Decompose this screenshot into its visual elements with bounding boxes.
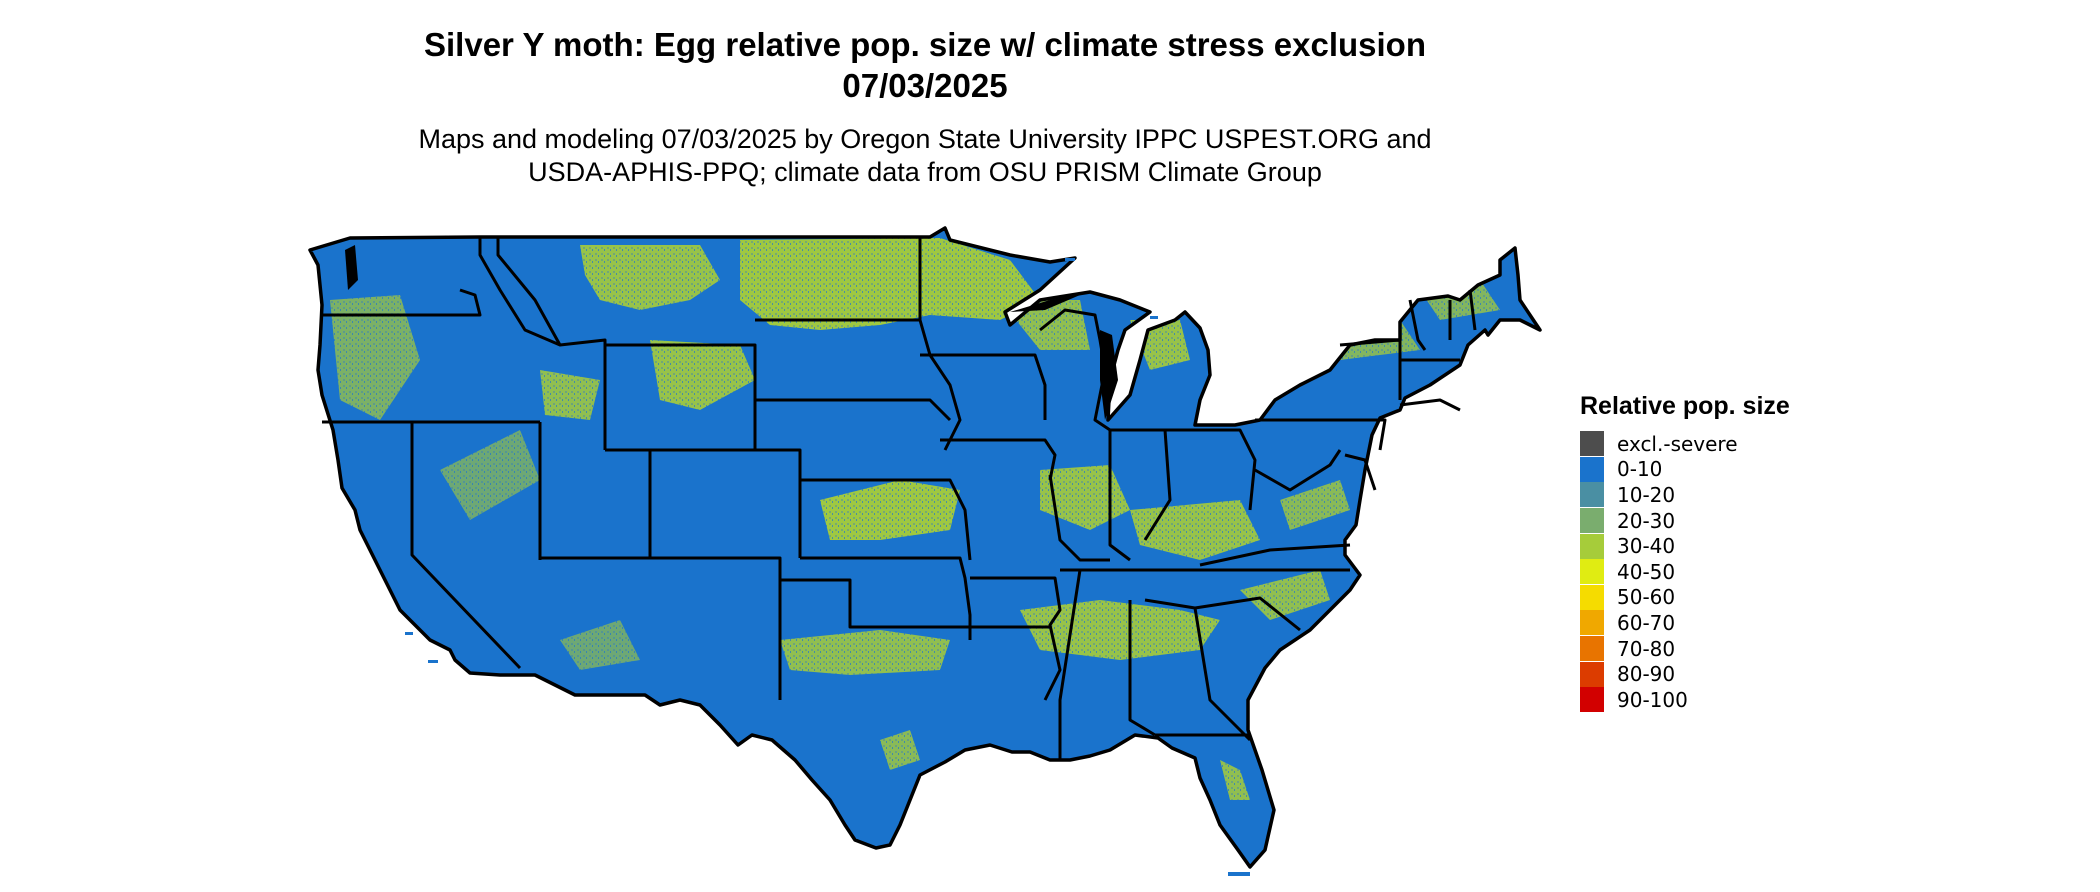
legend-title: Relative pop. size: [1580, 392, 1790, 420]
legend-swatch: [1580, 508, 1604, 534]
legend-item: 60-70: [1580, 610, 1790, 636]
great-lakes: [345, 245, 1118, 420]
legend-label: 60-70: [1617, 610, 1676, 635]
legend-items: excl.-severe 0-10 10-20 20-30 30-40 40-50 50-6…: [1580, 431, 1790, 713]
legend-item: 40-50: [1580, 559, 1790, 585]
legend-swatch: [1580, 533, 1604, 559]
legend-label: 40-50: [1617, 559, 1676, 584]
legend-item: 80-90: [1580, 661, 1790, 687]
legend-label: 10-20: [1617, 482, 1676, 507]
us-outline: [308, 226, 1542, 869]
legend-label: 30-40: [1617, 534, 1676, 559]
map-subtitle-line2: USDA-APHIS-PPQ; climate data from OSU PR…: [528, 157, 1322, 187]
legend-item: 50-60: [1580, 584, 1790, 611]
legend-item: 20-30: [1580, 508, 1790, 534]
legend-swatch: [1580, 610, 1604, 636]
legend-label: 70-80: [1617, 636, 1676, 661]
legend-label: 20-30: [1617, 508, 1676, 533]
map-fill-layer: [310, 228, 1540, 867]
legend-label: 50-60: [1617, 585, 1676, 610]
legend-swatch: [1580, 636, 1604, 662]
legend-swatch: [1580, 687, 1604, 713]
legend-item: 30-40: [1580, 533, 1790, 559]
legend-label: excl.-severe: [1617, 431, 1738, 456]
legend-label: 80-90: [1617, 662, 1676, 687]
legend-swatch: [1580, 584, 1604, 610]
legend-label: 0-10: [1617, 457, 1663, 482]
legend-item: 90-100: [1580, 687, 1790, 713]
map-date: 07/03/2025: [842, 67, 1008, 104]
legend-item: 0-10: [1580, 456, 1790, 483]
legend-item: 10-20: [1580, 482, 1790, 508]
map-subtitle-line1: Maps and modeling 07/03/2025 by Oregon S…: [418, 124, 1432, 154]
legend-label: 90-100: [1617, 687, 1688, 712]
legend-swatch: [1580, 456, 1604, 482]
map-title: Silver Y moth: Egg relative pop. size w/…: [424, 26, 1426, 63]
legend-item: excl.-severe: [1580, 431, 1790, 457]
legend-item: 70-80: [1580, 636, 1790, 662]
legend-swatch: [1580, 559, 1604, 585]
legend-swatch: [1580, 431, 1604, 457]
coastal-islands: [405, 258, 1250, 876]
state-borders: [322, 237, 1477, 760]
legend-swatch: [1580, 482, 1604, 508]
legend-swatch: [1580, 661, 1604, 687]
legend: Relative pop. size excl.-severe 0-10 10-20…: [1580, 392, 1790, 713]
